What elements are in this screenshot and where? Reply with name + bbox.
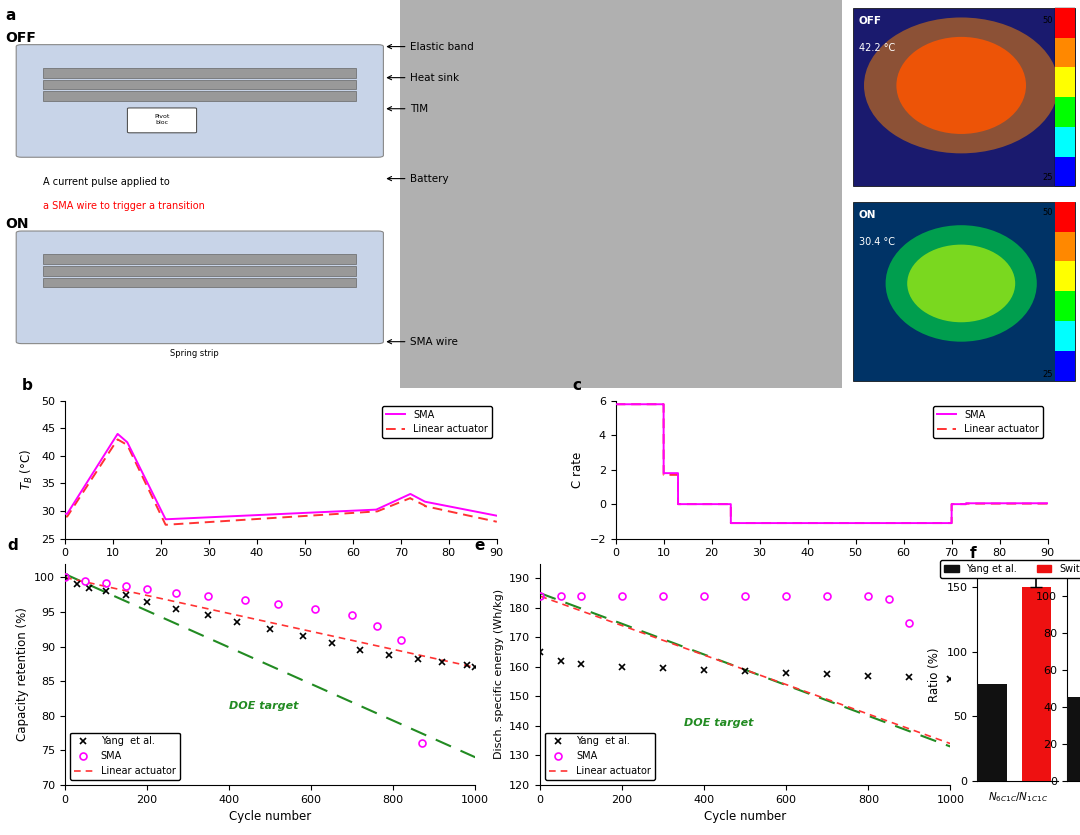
- Bar: [43, 255, 356, 264]
- Bar: [1055, 127, 1075, 157]
- Legend: Yang  et al., SMA, Linear actuator: Yang et al., SMA, Linear actuator: [545, 732, 654, 780]
- Y-axis label: Ratio (%): Ratio (%): [928, 647, 941, 701]
- Bar: [853, 8, 1075, 186]
- Bar: [1055, 97, 1075, 127]
- Text: 25: 25: [1042, 370, 1053, 378]
- Y-axis label: C rate: C rate: [571, 452, 584, 488]
- Text: TIM: TIM: [388, 104, 429, 114]
- Bar: [1055, 68, 1075, 97]
- Text: SMA wire: SMA wire: [388, 337, 458, 347]
- Text: OFF: OFF: [859, 16, 881, 26]
- Bar: [1055, 157, 1075, 186]
- Text: DOE target: DOE target: [684, 718, 753, 728]
- X-axis label: Cycle number: Cycle number: [229, 810, 311, 823]
- FancyBboxPatch shape: [16, 231, 383, 344]
- Legend: SMA, Linear actuator: SMA, Linear actuator: [382, 406, 491, 438]
- Y-axis label: Disch. specific energy (Wh/kg): Disch. specific energy (Wh/kg): [494, 590, 503, 759]
- Text: 50: 50: [1042, 16, 1053, 24]
- Text: 42.2 °C: 42.2 °C: [859, 43, 895, 53]
- Bar: [853, 202, 1075, 381]
- Bar: [977, 684, 1007, 781]
- Bar: [1022, 587, 1051, 781]
- Text: a SMA wire to trigger a transition: a SMA wire to trigger a transition: [43, 200, 205, 210]
- Legend: SMA, Linear actuator: SMA, Linear actuator: [933, 406, 1042, 438]
- Text: OFF: OFF: [5, 31, 37, 45]
- Bar: [43, 68, 356, 78]
- Text: 25: 25: [1042, 174, 1053, 183]
- Y-axis label: $T_B$ (°C): $T_B$ (°C): [19, 449, 36, 490]
- Legend: Yang et al., Switch+CM: Yang et al., Switch+CM: [940, 560, 1080, 578]
- Text: c: c: [572, 377, 581, 392]
- Ellipse shape: [896, 37, 1026, 134]
- Bar: [43, 79, 356, 89]
- Text: A current pulse applied to: A current pulse applied to: [43, 178, 170, 188]
- Text: d: d: [8, 539, 18, 554]
- Bar: [43, 266, 356, 276]
- Bar: [1055, 8, 1075, 38]
- FancyBboxPatch shape: [127, 108, 197, 133]
- Text: Heat sink: Heat sink: [388, 73, 459, 83]
- Bar: [1055, 351, 1075, 381]
- Bar: [1055, 261, 1075, 291]
- Bar: [1055, 231, 1075, 261]
- Text: a: a: [5, 8, 16, 23]
- Bar: [43, 277, 356, 287]
- Text: Pivot
bloc: Pivot bloc: [154, 114, 170, 124]
- Y-axis label: Capacity retention (%): Capacity retention (%): [15, 607, 28, 741]
- Bar: [1055, 202, 1075, 231]
- X-axis label: Time (min): Time (min): [799, 564, 864, 577]
- Text: ON: ON: [5, 217, 29, 231]
- Bar: [1055, 8, 1075, 186]
- Text: ON: ON: [859, 210, 876, 220]
- FancyBboxPatch shape: [16, 44, 383, 157]
- Text: Elastic band: Elastic band: [388, 42, 474, 52]
- Bar: [1055, 321, 1075, 351]
- Text: Spring strip: Spring strip: [170, 349, 219, 358]
- Legend: Yang  et al., SMA, Linear actuator: Yang et al., SMA, Linear actuator: [70, 732, 179, 780]
- Bar: [1055, 38, 1075, 68]
- Bar: [400, 0, 842, 388]
- Text: 30.4 °C: 30.4 °C: [859, 237, 894, 247]
- Text: DOE target: DOE target: [229, 701, 298, 711]
- Text: Battery: Battery: [388, 174, 449, 184]
- X-axis label: Cycle number: Cycle number: [704, 810, 786, 823]
- Ellipse shape: [864, 18, 1058, 154]
- Bar: [43, 91, 356, 101]
- Ellipse shape: [907, 245, 1015, 322]
- Text: f: f: [970, 546, 976, 561]
- X-axis label: Time (min): Time (min): [248, 564, 313, 577]
- Text: e: e: [474, 539, 485, 554]
- Text: 50: 50: [1042, 208, 1053, 217]
- Bar: [1055, 291, 1075, 321]
- Bar: [1067, 697, 1080, 781]
- X-axis label: $N_{6C1C}/N_{1C1C}$: $N_{6C1C}/N_{1C1C}$: [988, 790, 1048, 803]
- Ellipse shape: [886, 225, 1037, 342]
- Text: b: b: [22, 377, 32, 392]
